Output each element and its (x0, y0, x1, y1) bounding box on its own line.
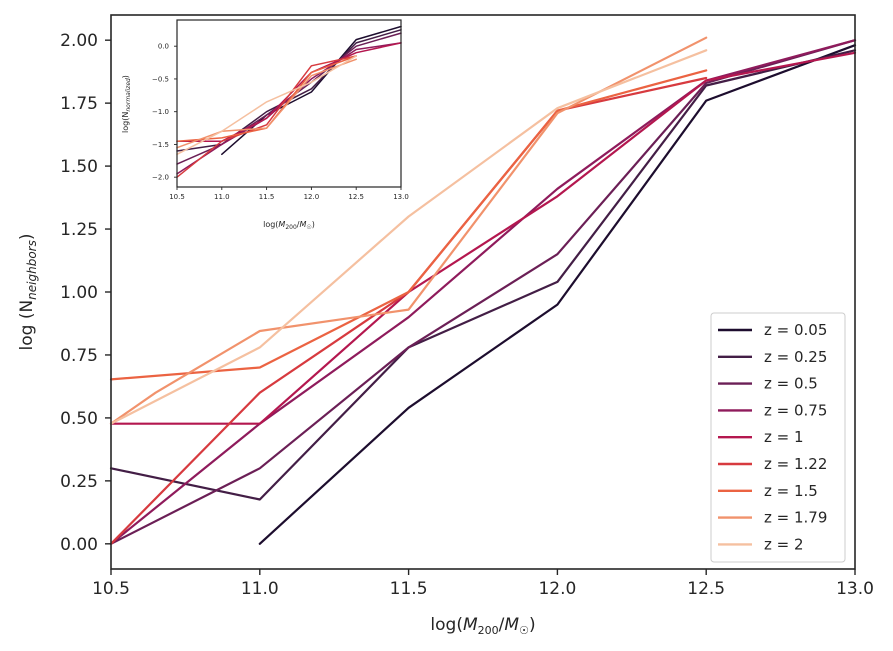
legend-box (710, 312, 846, 563)
inset-x-tick-label: 13.0 (393, 193, 409, 201)
inset-x-tick-label: 12.5 (348, 193, 364, 201)
inset-y-tick-label: −2.0 (152, 174, 169, 182)
inset-x-axis-ticks: 10.5 11.0 11.5 12.0 12.5 13.0 (169, 187, 409, 201)
line-z0-75 (109, 39, 857, 545)
legend-label: z = 1.22 (764, 455, 827, 473)
inset-y-axis-title: log(Nnormalized) (121, 75, 132, 133)
x-tick-label: 13.0 (836, 579, 874, 599)
inset-line-z1-22 (176, 55, 357, 178)
x-tick-label: 10.5 (92, 579, 130, 599)
inset-series-lines (176, 25, 402, 178)
legend-label: z = 2 (764, 535, 804, 553)
y-tick-label: 0.25 (60, 472, 98, 492)
legend-label: z = 1.5 (764, 482, 818, 500)
y-tick-label: 0.75 (60, 346, 98, 366)
inset-y-tick-label: −1.5 (152, 141, 169, 149)
line-z1 (109, 51, 857, 425)
legend-label: z = 0.75 (764, 401, 827, 419)
inset-line-z0-75 (176, 42, 402, 175)
inset-y-tick-label: −1.0 (152, 108, 169, 116)
y-tick-label: 1.25 (60, 220, 98, 240)
line-z0-25 (109, 49, 857, 501)
inset-x-tick-label: 11.5 (259, 193, 275, 201)
inset-x-tick-label: 12.0 (304, 193, 320, 201)
inset-x-tick-label: 11.0 (214, 193, 230, 201)
inset-x-tick-label: 10.5 (169, 193, 185, 201)
line-z0-05 (258, 44, 857, 545)
legend-label: z = 0.25 (764, 348, 827, 366)
x-tick-label: 12.5 (687, 579, 725, 599)
legend-label: z = 0.05 (764, 321, 827, 339)
y-tick-label: 1.50 (60, 157, 98, 177)
x-tick-label: 11.5 (390, 579, 428, 599)
x-axis-title: log(M200/M☉) (430, 615, 535, 637)
legend: z = 0.05 z = 0.25 z = 0.5 z = 0.75 z = 1 z = … (710, 312, 846, 563)
legend-label: z = 1 (764, 428, 804, 446)
x-tick-label: 12.0 (538, 579, 576, 599)
main-y-axis-ticks: 0.00 0.25 0.50 0.75 1.00 1.25 1.50 1.75 2.00 (60, 31, 111, 555)
legend-label: z = 1.79 (764, 509, 827, 527)
line-z1-79 (109, 36, 708, 425)
y-axis-title: log (Nneighbors) (17, 233, 39, 350)
line-z1-5 (109, 69, 708, 381)
main-series-lines (109, 36, 857, 545)
inset-y-tick-label: 0.0 (158, 43, 169, 51)
inset-y-axis-ticks: 0.0 −0.5 −1.0 −1.5 −2.0 (152, 43, 177, 182)
inset-line-z2 (176, 55, 357, 156)
y-tick-label: 1.75 (60, 94, 98, 114)
main-x-axis-ticks: 10.5 11.0 11.5 12.0 12.5 13.0 (92, 569, 874, 599)
y-tick-label: 0.50 (60, 409, 98, 429)
inset-plot-frame (176, 19, 402, 188)
inset-line-z1-79 (176, 58, 357, 149)
legend-label: z = 0.5 (764, 375, 818, 393)
inset-y-tick-label: −0.5 (152, 75, 169, 83)
y-tick-label: 0.00 (60, 535, 98, 555)
x-tick-label: 11.0 (241, 579, 279, 599)
line-z2 (109, 49, 708, 425)
inset-x-axis-title: log(M200/M☉) (263, 220, 315, 231)
inset-line-z0-05 (221, 25, 402, 156)
y-tick-label: 2.00 (60, 31, 98, 51)
y-tick-label: 1.00 (60, 283, 98, 303)
